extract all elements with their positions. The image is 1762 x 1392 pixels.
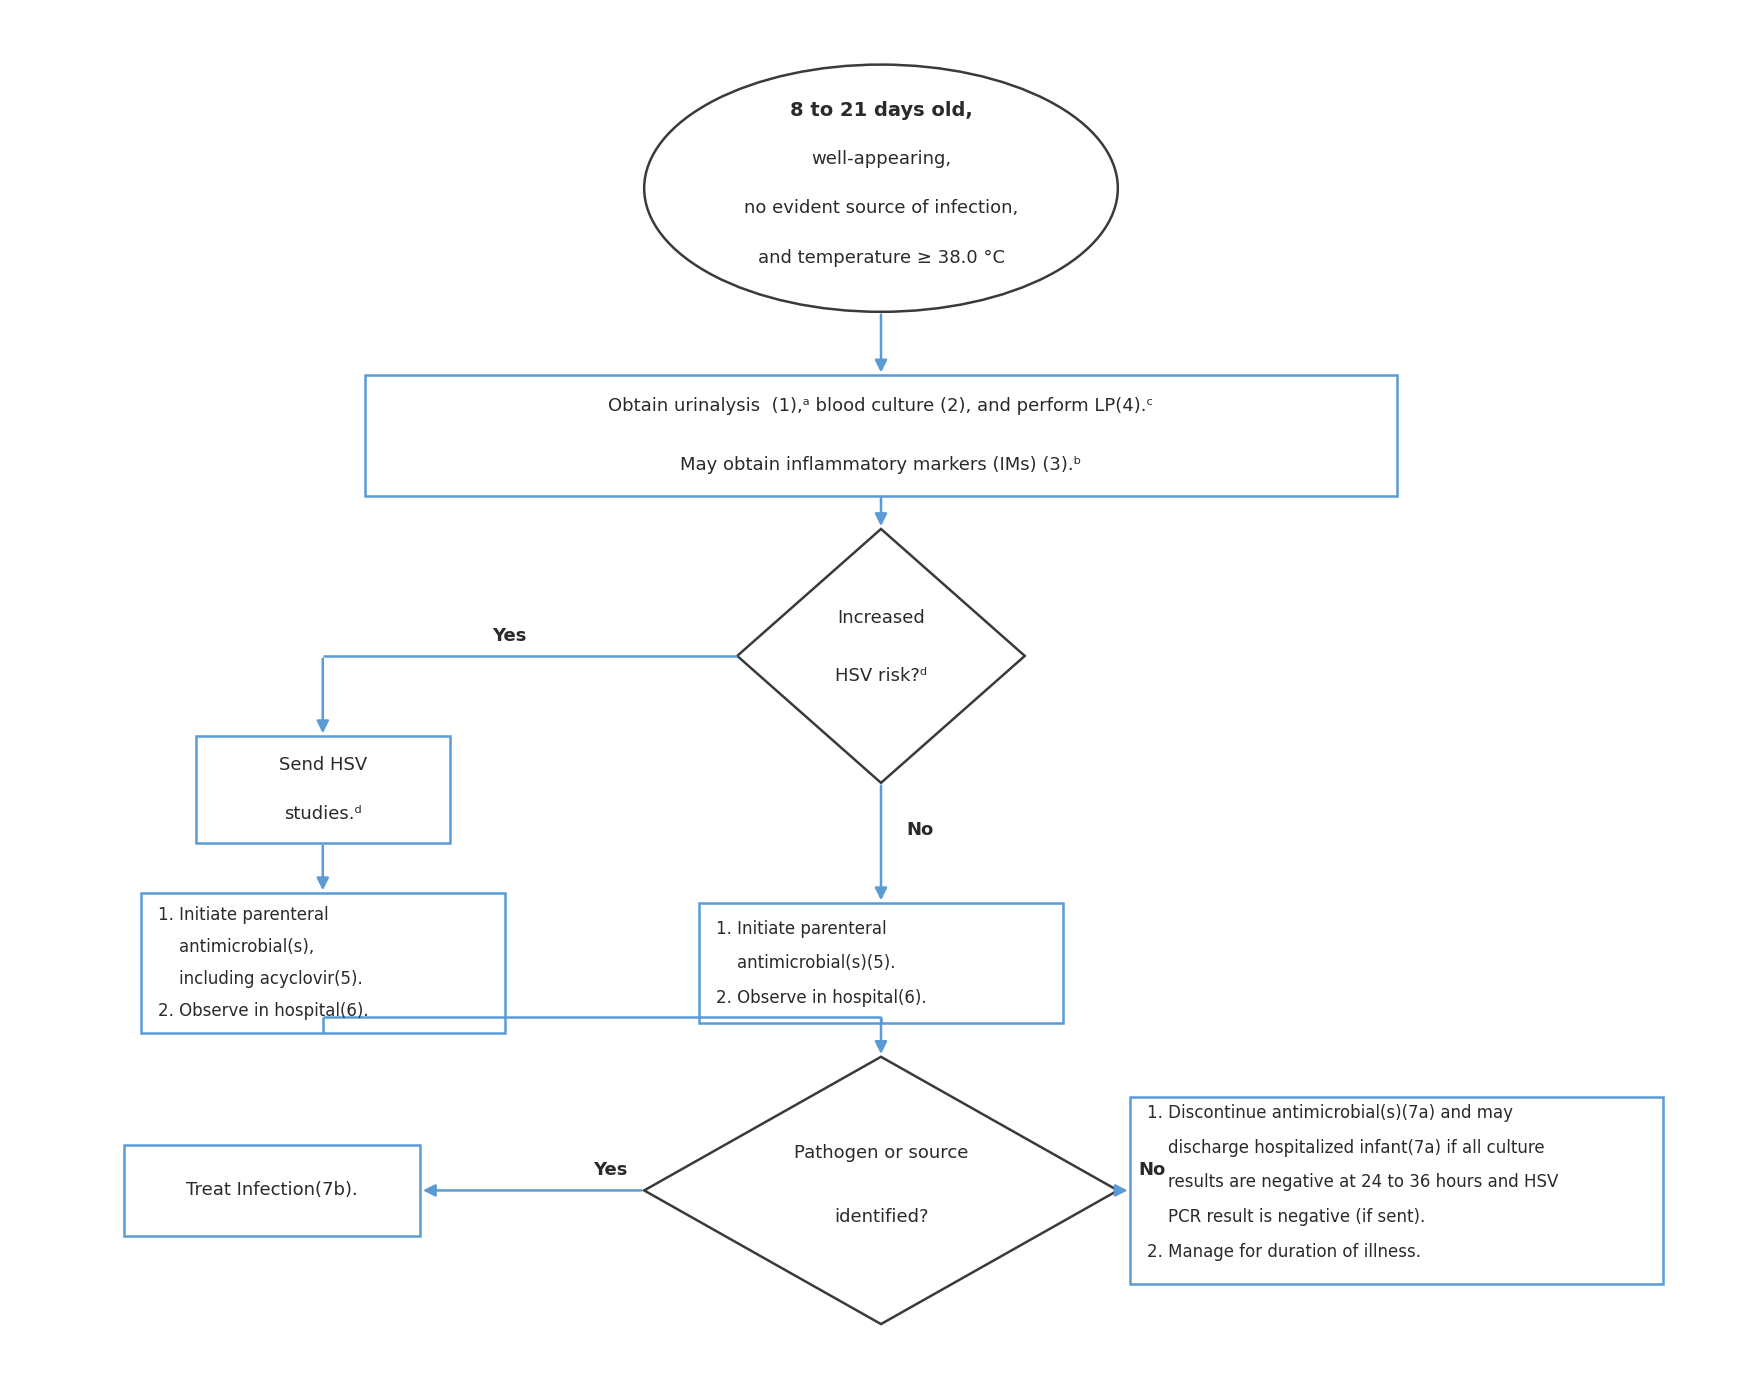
Text: no evident source of infection,: no evident source of infection, — [744, 199, 1018, 217]
Text: May obtain inflammatory markers (IMs) (3).ᵇ: May obtain inflammatory markers (IMs) (3… — [680, 455, 1082, 473]
Text: No: No — [906, 821, 934, 838]
FancyBboxPatch shape — [1131, 1097, 1663, 1283]
Text: studies.ᵈ: studies.ᵈ — [284, 805, 361, 823]
Text: 2. Observe in hospital(6).: 2. Observe in hospital(6). — [715, 988, 927, 1006]
Text: Pathogen or source: Pathogen or source — [795, 1144, 967, 1162]
Text: results are negative at 24 to 36 hours and HSV: results are negative at 24 to 36 hours a… — [1147, 1173, 1559, 1192]
Text: 8 to 21 days old,: 8 to 21 days old, — [789, 102, 973, 120]
FancyBboxPatch shape — [196, 736, 449, 844]
Text: antimicrobial(s)(5).: antimicrobial(s)(5). — [715, 955, 895, 972]
Text: Send HSV: Send HSV — [278, 756, 366, 774]
Text: identified?: identified? — [833, 1208, 929, 1226]
Text: 2. Manage for duration of illness.: 2. Manage for duration of illness. — [1147, 1243, 1422, 1261]
Text: and temperature ≥ 38.0 °C: and temperature ≥ 38.0 °C — [758, 249, 1004, 267]
Text: No: No — [1138, 1161, 1165, 1179]
Text: Yes: Yes — [492, 626, 527, 644]
Text: antimicrobial(s),: antimicrobial(s), — [159, 938, 314, 956]
Text: including acyclovir(5).: including acyclovir(5). — [159, 970, 363, 988]
FancyBboxPatch shape — [123, 1146, 419, 1236]
Text: well-appearing,: well-appearing, — [811, 150, 951, 168]
Polygon shape — [645, 1057, 1117, 1324]
Text: discharge hospitalized infant(7a) if all culture: discharge hospitalized infant(7a) if all… — [1147, 1139, 1545, 1157]
Text: Treat Infection(7b).: Treat Infection(7b). — [187, 1182, 358, 1200]
Text: 1. Discontinue antimicrobial(s)(7a) and may: 1. Discontinue antimicrobial(s)(7a) and … — [1147, 1104, 1514, 1122]
FancyBboxPatch shape — [365, 376, 1397, 496]
Text: Yes: Yes — [592, 1161, 627, 1179]
Text: Increased: Increased — [837, 610, 925, 628]
Polygon shape — [737, 529, 1025, 782]
Text: Obtain urinalysis  (1),ᵃ blood culture (2), and perform LP(4).ᶜ: Obtain urinalysis (1),ᵃ blood culture (2… — [608, 397, 1154, 415]
Text: HSV risk?ᵈ: HSV risk?ᵈ — [835, 667, 927, 685]
Text: 1. Initiate parenteral: 1. Initiate parenteral — [715, 920, 886, 938]
Ellipse shape — [645, 64, 1117, 312]
Text: PCR result is negative (if sent).: PCR result is negative (if sent). — [1147, 1208, 1425, 1226]
Text: 1. Initiate parenteral: 1. Initiate parenteral — [159, 906, 328, 924]
FancyBboxPatch shape — [700, 903, 1062, 1023]
Text: 2. Observe in hospital(6).: 2. Observe in hospital(6). — [159, 1002, 368, 1020]
FancyBboxPatch shape — [141, 894, 504, 1033]
